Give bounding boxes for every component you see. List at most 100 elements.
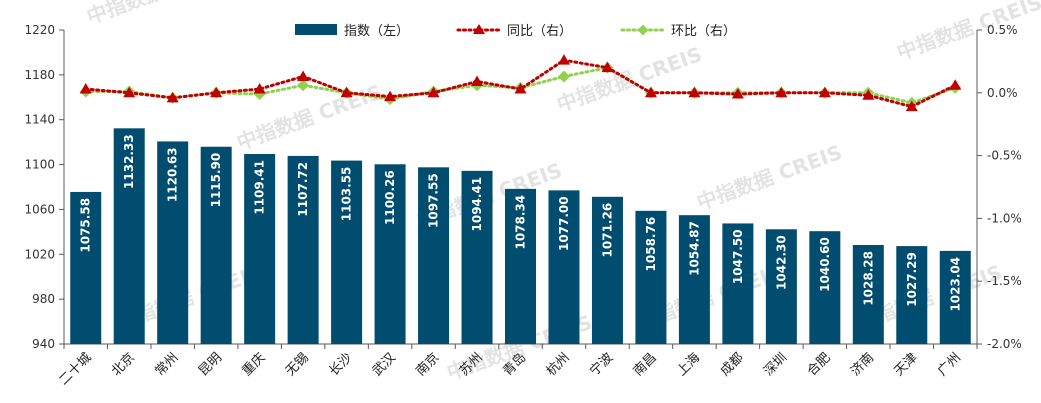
bar (852, 245, 884, 344)
yoy-point (949, 79, 962, 90)
right-tick-label: 0.5% (987, 23, 1018, 37)
yoy-point (905, 100, 918, 112)
axes: 940 980 1020 1060 1100 1140 1180 1220 -2.0% -1.5%… (24, 23, 1021, 351)
bar (287, 155, 319, 344)
bar-data-label: 1042.30 (774, 235, 788, 290)
bar (591, 196, 623, 344)
category-label: 南昌 (630, 350, 660, 380)
bar (70, 191, 102, 344)
left-tick-label: 1100 (24, 158, 55, 172)
mom-point (297, 79, 310, 92)
legend-label-index: 指数（左） (344, 24, 409, 39)
bar-data-label: 1107.72 (296, 162, 310, 217)
left-tick-label: 1220 (24, 23, 55, 37)
bar-data-label: 1047.50 (731, 229, 745, 284)
left-tick-label: 1140 (24, 113, 55, 127)
yoy-point (818, 86, 831, 98)
category-label: 长沙 (326, 350, 355, 379)
yoy-point (557, 54, 570, 65)
bar (809, 231, 841, 344)
left-tick-label: 1020 (24, 247, 55, 261)
right-tick-label: -2.0% (987, 337, 1022, 351)
legend: 指数（左） 同比（右） 环比（右） (295, 24, 736, 39)
watermark-text: 中指数据 CREIS (894, 0, 1041, 65)
yoy-point (862, 89, 875, 100)
bar (374, 164, 406, 344)
watermark-text: 中指数据 CREIS (694, 140, 846, 215)
right-tick-label: -0.5% (987, 149, 1022, 163)
right-tick-label: -1.5% (987, 274, 1022, 288)
bar (765, 229, 797, 344)
bar-data-label: 1094.41 (470, 177, 484, 232)
category-label: 无锡 (283, 350, 312, 379)
left-tick-label: 1060 (24, 202, 55, 216)
bar-data-label: 1040.60 (818, 237, 832, 292)
category-label: 常州 (153, 350, 182, 379)
category-label: 南京 (413, 350, 443, 380)
bar-data-label: 1100.26 (383, 170, 397, 225)
legend-marker-yoy (473, 24, 485, 34)
left-tick-label: 1180 (24, 68, 55, 82)
category-label: 天津 (892, 350, 921, 379)
yoy-point (514, 83, 527, 94)
category-label: 重庆 (239, 350, 269, 380)
bar (939, 250, 971, 344)
bar-labels: 1075.58 1132.33 1120.63 1115.90 1109.41 1107.… (79, 134, 963, 311)
yoy-point (384, 90, 397, 102)
bar-data-label: 1058.76 (644, 217, 658, 272)
yoy-point (297, 70, 310, 81)
bar-data-label: 1078.34 (514, 195, 528, 250)
yoy-point (79, 83, 92, 94)
bar-data-label: 1054.87 (687, 221, 701, 276)
category-label: 武汉 (370, 350, 399, 379)
legend-label-yoy: 同比（右） (507, 24, 572, 39)
right-tick-label: 0.0% (987, 86, 1018, 100)
legend-label-mom: 环比（右） (671, 24, 736, 39)
mom-point (557, 70, 570, 83)
yoy-point (340, 86, 353, 98)
category-label: 昆明 (196, 350, 225, 379)
left-tick-label: 940 (32, 337, 55, 351)
bar-data-label: 1109.41 (253, 160, 267, 215)
legend-marker-mom (637, 24, 649, 36)
bar (157, 141, 189, 344)
yoy-point (210, 86, 223, 98)
bar (722, 223, 754, 344)
bar-data-label: 1027.29 (905, 252, 919, 307)
category-label: 宁波 (587, 350, 617, 380)
category-label: 济南 (847, 350, 877, 380)
legend-swatch-index (295, 24, 337, 35)
category-label: 成都 (718, 350, 747, 379)
bar (461, 170, 493, 344)
watermark-text: 中指数据 CREIS (84, 0, 236, 29)
bar (678, 215, 710, 344)
category-label: 二十城 (56, 350, 94, 388)
bar-data-label: 1097.55 (427, 173, 441, 228)
category-label: 北京 (109, 350, 138, 379)
yoy-point (601, 61, 614, 73)
bar (200, 146, 232, 344)
bar-data-label: 1115.90 (209, 153, 223, 208)
yoy-point (123, 86, 136, 98)
bar-data-label: 1023.04 (948, 257, 962, 312)
line-series (79, 54, 962, 112)
bar (548, 190, 580, 344)
bar-series (70, 128, 971, 344)
category-label: 广州 (935, 350, 964, 379)
bar-data-label: 1077.00 (557, 196, 571, 251)
bar (418, 167, 450, 344)
bar-data-label: 1028.28 (861, 251, 875, 306)
bar (331, 160, 363, 344)
yoy-point (644, 86, 657, 98)
category-label: 深圳 (761, 350, 790, 379)
bar (896, 246, 928, 344)
category-label: 合肥 (805, 350, 834, 379)
yoy-point (471, 75, 484, 86)
yoy-point (166, 91, 179, 103)
bar-data-label: 1071.26 (600, 203, 614, 258)
left-tick-label: 980 (32, 292, 55, 306)
right-tick-label: -1.0% (987, 211, 1022, 225)
bar (113, 128, 145, 344)
bar-data-label: 1132.33 (122, 134, 136, 189)
bar-data-label: 1103.55 (340, 167, 354, 222)
